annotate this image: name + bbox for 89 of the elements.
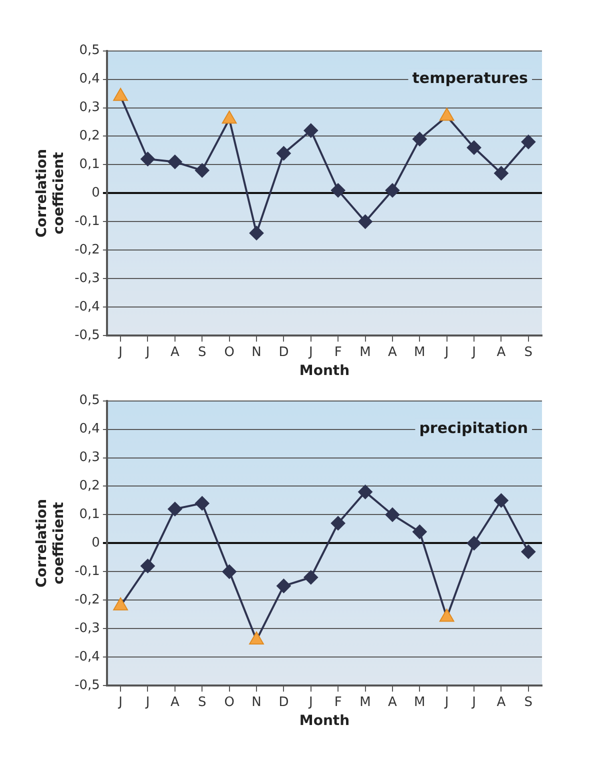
y-tick-label: -0,3 xyxy=(74,621,100,636)
x-tick-label: J xyxy=(471,694,476,710)
point xyxy=(439,608,454,622)
x-tick-label: A xyxy=(388,344,398,360)
y-tick-label: -0,1 xyxy=(74,214,100,230)
point xyxy=(304,570,318,584)
point xyxy=(521,544,536,559)
point xyxy=(385,183,400,198)
point xyxy=(494,166,508,180)
point xyxy=(412,132,427,146)
x-tick-label: D xyxy=(278,694,289,710)
point xyxy=(494,493,508,508)
x-tick-label: A xyxy=(496,694,506,710)
x-tick-label: O xyxy=(224,344,234,360)
x-tick-label: S xyxy=(198,344,206,360)
y-tick-label: 0,1 xyxy=(79,507,100,522)
point xyxy=(331,183,346,198)
x-tick-label: J xyxy=(118,344,122,360)
point xyxy=(140,558,155,573)
y-tick-label: 0,3 xyxy=(79,450,100,466)
x-tick-label: J xyxy=(308,694,313,710)
point xyxy=(113,597,128,610)
x-tick-label: J xyxy=(144,344,150,360)
point xyxy=(276,146,291,160)
x-axis-title: Month xyxy=(299,363,350,380)
x-tick-label: A xyxy=(170,344,180,360)
x-tick-label: M xyxy=(360,344,371,360)
annotation: precipitation xyxy=(419,419,528,438)
point xyxy=(385,508,400,522)
y-axis-title: Correlation coefficient xyxy=(34,498,67,588)
x-tick-label: D xyxy=(278,344,289,360)
x-tick-label: N xyxy=(252,344,262,360)
point xyxy=(222,564,236,579)
point xyxy=(304,124,318,138)
x-tick-label: F xyxy=(334,344,342,360)
y-tick-label: 0 xyxy=(92,186,100,201)
point xyxy=(140,152,155,166)
x-tick-label: J xyxy=(118,694,122,710)
point xyxy=(195,163,210,178)
x-tick-label: A xyxy=(170,694,180,710)
x-tick-label: M xyxy=(360,694,371,710)
y-tick-label: 0,3 xyxy=(79,100,100,116)
x-tick-label: F xyxy=(334,694,342,710)
y-tick-label: 0,4 xyxy=(79,72,100,87)
y-tick-label: 0,4 xyxy=(79,422,100,437)
x-tick-label: M xyxy=(414,694,426,710)
point xyxy=(276,578,291,593)
x-tick-label: M xyxy=(414,344,426,360)
point xyxy=(168,502,182,516)
x-tick-label: S xyxy=(524,344,533,360)
y-tick-label: 0,5 xyxy=(79,43,100,58)
x-tick-label: O xyxy=(224,694,234,710)
y-tick-label: -0,4 xyxy=(74,649,100,664)
y-tick-label: 0 xyxy=(92,536,100,551)
point xyxy=(168,154,182,169)
point xyxy=(467,140,482,155)
x-tick-label: S xyxy=(198,694,206,710)
x-tick-label: J xyxy=(144,694,150,710)
y-tick-label: 0,2 xyxy=(79,128,100,144)
y-tick-label: -0,5 xyxy=(74,678,100,693)
annotation: temperatures xyxy=(412,69,528,88)
x-tick-label: J xyxy=(444,694,449,710)
point xyxy=(250,226,264,240)
point xyxy=(249,632,264,645)
x-tick-label: J xyxy=(308,344,313,360)
point xyxy=(467,536,482,550)
point xyxy=(412,524,427,539)
x-tick-label: J xyxy=(471,344,476,360)
y-tick-label: -0,5 xyxy=(74,328,100,343)
x-tick-label: A xyxy=(496,344,506,360)
y-tick-label: -0,4 xyxy=(74,299,100,314)
y-tick-label: -0,3 xyxy=(74,271,100,286)
point xyxy=(521,134,536,149)
x-tick-label: N xyxy=(252,694,262,710)
y-tick-label: 0,1 xyxy=(79,157,100,172)
y-tick-label: -0,2 xyxy=(74,592,100,608)
point xyxy=(358,214,372,229)
y-tick-label: -0,1 xyxy=(74,564,100,580)
y-tick-label: 0,5 xyxy=(79,393,100,408)
x-tick-label: J xyxy=(444,344,449,360)
x-tick-label: A xyxy=(388,694,398,710)
x-tick-label: S xyxy=(524,694,533,710)
y-axis-title: Correlation coefficient xyxy=(34,148,67,238)
x-axis-title: Month xyxy=(299,713,350,730)
point xyxy=(195,496,210,510)
point xyxy=(358,484,372,499)
point xyxy=(331,516,346,530)
y-tick-label: 0,2 xyxy=(79,478,100,494)
y-tick-label: -0,2 xyxy=(74,242,100,258)
